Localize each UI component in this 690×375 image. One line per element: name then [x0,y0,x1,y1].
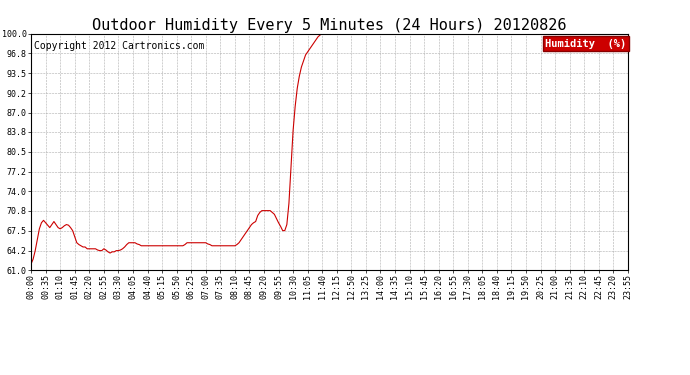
Title: Outdoor Humidity Every 5 Minutes (24 Hours) 20120826: Outdoor Humidity Every 5 Minutes (24 Hou… [92,18,566,33]
Text: Copyright 2012 Cartronics.com: Copyright 2012 Cartronics.com [34,41,204,51]
Text: Humidity  (%): Humidity (%) [546,39,627,48]
